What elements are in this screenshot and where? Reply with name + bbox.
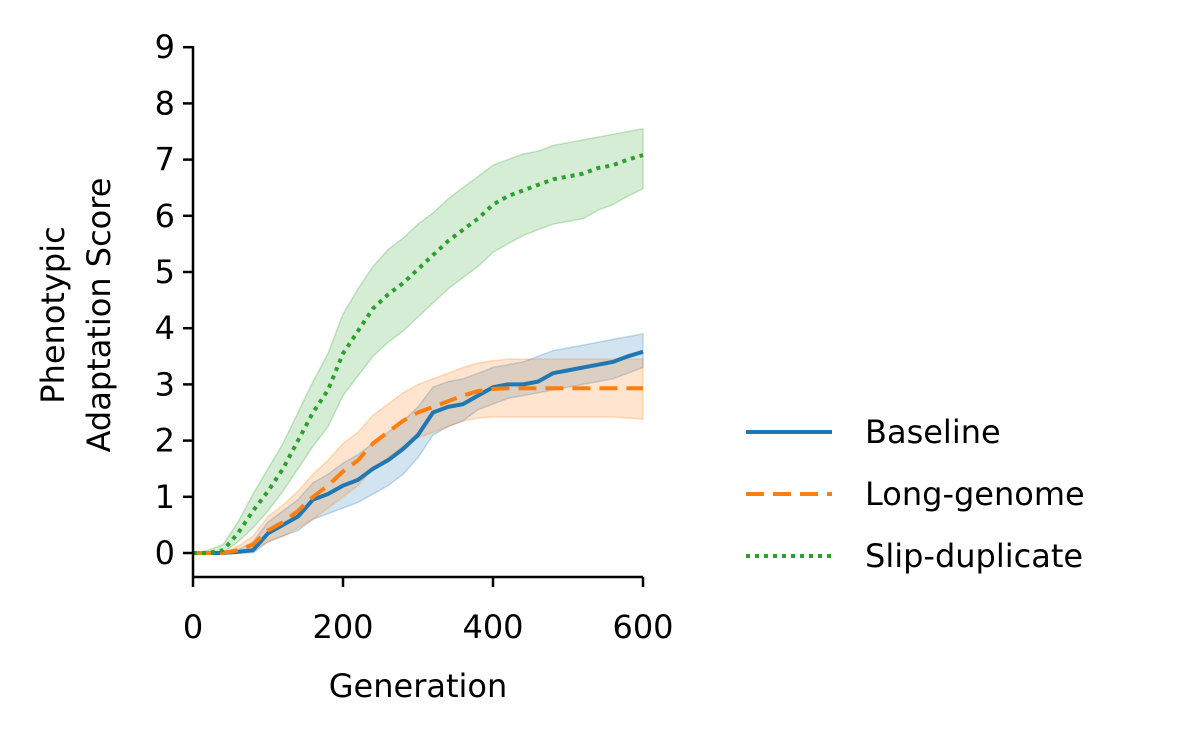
line-baseline (193, 349, 644, 555)
confidence-bands (192, 127, 644, 554)
y-tick-label-5: 5 (155, 253, 175, 291)
series-lines (193, 153, 644, 555)
y-axis-label-line-1-text: Phenotypic (34, 226, 72, 403)
x-axis-label: Generation (329, 667, 508, 705)
y-tick-label-6: 6 (155, 197, 175, 235)
x-tick-label-400: 400 (462, 608, 523, 646)
axes (191, 46, 643, 579)
y-tick-label-7: 7 (155, 141, 175, 179)
legend-label-long-genome: Long-genome (865, 475, 1085, 513)
y-ticks: 0 1 2 3 4 5 6 7 8 9 (155, 28, 193, 572)
x-tick-label-0: 0 (183, 608, 203, 646)
legend-label-slip-duplicate: Slip-duplicate (865, 537, 1083, 575)
y-tick-label-3: 3 (155, 365, 175, 403)
y-tick-label-2: 2 (155, 422, 175, 460)
y-tick-label-9: 9 (155, 28, 175, 66)
x-tick-label-200: 200 (312, 608, 373, 646)
y-tick-label-0: 0 (155, 534, 175, 572)
y-tick-label-8: 8 (155, 84, 175, 122)
y-axis-label-line-2-text: Adaptation Score (80, 178, 118, 453)
x-ticks: 0 200 400 600 (183, 577, 674, 646)
y-tick-label-1: 1 (155, 478, 175, 516)
legend: Baseline Long-genome Slip-duplicate (746, 413, 1085, 575)
legend-label-baseline: Baseline (865, 413, 1001, 451)
x-tick-label-600: 600 (612, 608, 673, 646)
y-tick-label-4: 4 (155, 309, 175, 347)
band-slip-duplicate (192, 127, 644, 554)
line-long-genome (193, 386, 643, 555)
